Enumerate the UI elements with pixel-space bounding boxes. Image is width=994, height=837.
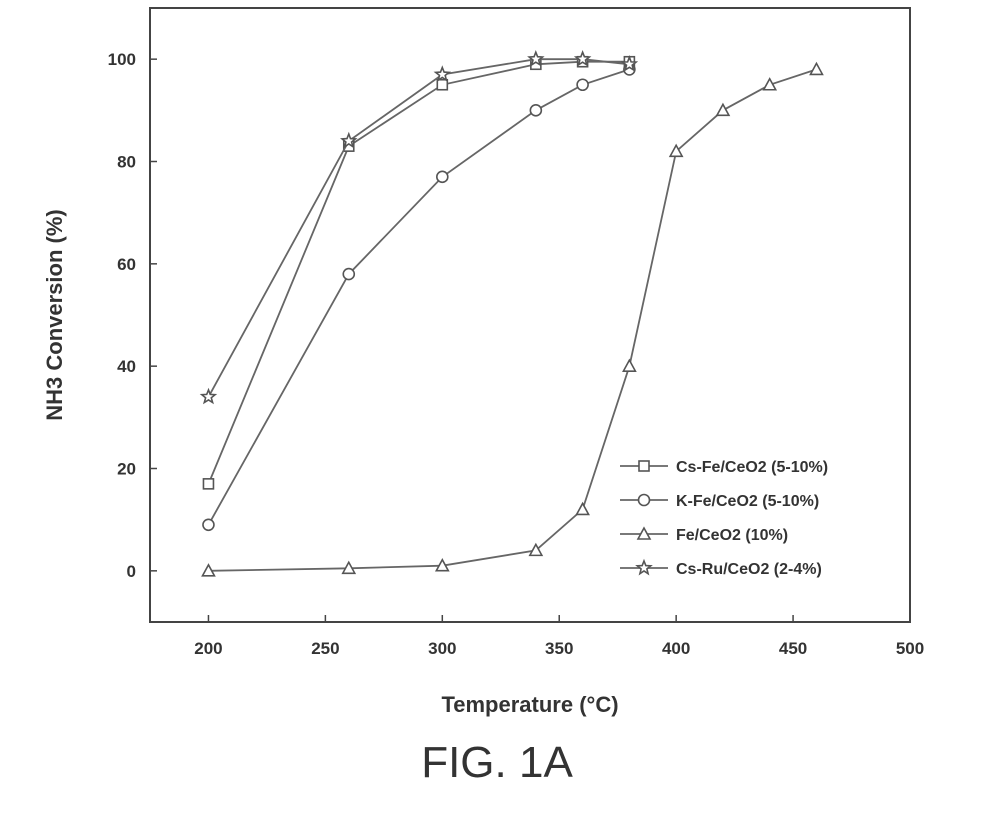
data-point [201, 563, 216, 577]
data-point [809, 61, 824, 76]
x-tick-label: 400 [662, 639, 690, 658]
data-point [342, 267, 356, 281]
series-line [207, 68, 630, 526]
data-point [199, 387, 218, 405]
x-tick-label: 200 [194, 639, 222, 658]
series-4 [199, 49, 639, 405]
series-3 [201, 61, 824, 577]
legend: Cs-Fe/CeO2 (5-10%) K-Fe/CeO2 (5-10%) Fe/Ce… [620, 459, 828, 578]
y-tick-label: 20 [117, 460, 136, 479]
legend-marker [637, 493, 651, 507]
y-tick-label: 40 [117, 357, 136, 376]
data-point [341, 560, 357, 575]
data-point [622, 358, 637, 372]
data-point [715, 102, 731, 117]
x-tick-label: 450 [779, 639, 807, 658]
figure-caption: FIG. 1A [421, 738, 573, 787]
data-point [668, 143, 684, 158]
data-point [527, 49, 545, 67]
data-point [433, 65, 452, 83]
series-1 [202, 55, 636, 490]
series-2 [202, 63, 636, 532]
y-axis-label: NH3 Conversion (%) [42, 209, 67, 420]
y-tick-label: 80 [117, 153, 136, 172]
y-tick-label: 0 [127, 562, 136, 581]
axis-ticks: 200 250 300 350 400 450 500 0 20 40 60 80 100 [108, 50, 925, 658]
data-point [762, 77, 778, 91]
x-tick-label: 350 [545, 639, 573, 658]
data-point [575, 501, 590, 516]
data-point [340, 131, 358, 149]
data-point [528, 542, 544, 557]
series-line [207, 58, 630, 398]
data-point [576, 78, 589, 92]
nh3-conversion-chart: 200 250 300 350 400 450 500 0 20 40 60 80 100 Temper… [42, 7, 925, 717]
data-point [436, 78, 449, 91]
y-tick-label: 60 [117, 255, 136, 274]
legend-label: Fe/CeO2 (10%) [676, 527, 788, 544]
legend-marker [636, 526, 652, 540]
legend-label: Cs-Fe/CeO2 (5-10%) [676, 459, 828, 476]
x-tick-label: 300 [428, 639, 456, 658]
data-point [529, 104, 543, 117]
data-point [434, 558, 450, 572]
data-point [202, 518, 215, 532]
data-point [573, 49, 592, 67]
series-line [207, 60, 630, 485]
data-point [202, 478, 215, 490]
series-line [208, 68, 817, 572]
y-tick-label: 100 [108, 50, 136, 69]
legend-marker [638, 460, 650, 472]
data-point [436, 170, 449, 184]
plot-frame [149, 7, 911, 623]
x-tick-label: 500 [896, 639, 924, 658]
legend-label: K-Fe/CeO2 (5-10%) [676, 493, 819, 510]
data-point [620, 55, 639, 72]
x-axis-label: Temperature (°C) [441, 692, 618, 717]
series-layer [199, 49, 824, 577]
legend-label: Cs-Ru/CeO2 (2-4%) [676, 561, 822, 578]
legend-marker [635, 558, 653, 576]
x-tick-label: 250 [311, 639, 339, 658]
